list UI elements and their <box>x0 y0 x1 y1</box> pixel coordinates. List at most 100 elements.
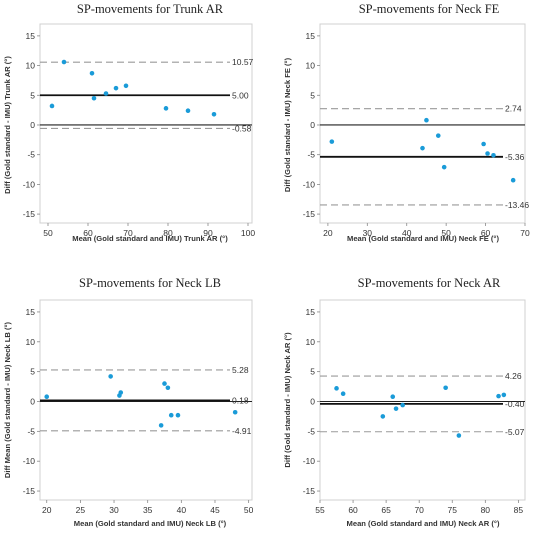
reference-line-label: -4.91 <box>232 426 252 436</box>
data-point <box>175 412 181 418</box>
x-tick-label: 70 <box>123 228 133 238</box>
y-tick-label: 0 <box>30 396 35 406</box>
x-tick-label: 40 <box>177 505 187 515</box>
y-tick-label: 15 <box>26 307 36 317</box>
panel-neck-fe: SP-movements for Neck FE 151050-5-10-152… <box>283 2 530 243</box>
plot-frame <box>319 23 526 224</box>
data-point <box>435 133 441 138</box>
x-tick-label: 30 <box>109 505 119 515</box>
y-tick-label: 5 <box>310 90 315 100</box>
panel-neck-lb: SP-movements for Neck LB 151050-5-10-152… <box>3 276 254 528</box>
data-point <box>334 386 339 391</box>
y-tick-label: -15 <box>23 486 36 496</box>
y-tick-label: 10 <box>306 337 316 347</box>
reference-line-label: -0.40 <box>505 399 525 409</box>
y-tick-label: -10 <box>23 456 36 466</box>
reference-line-label: 0.18 <box>232 395 249 405</box>
y-axis-label: Diff (Gold standard - IMU) Neck AR (°) <box>283 332 292 468</box>
y-axis-label: Diff Mean (Gold standard - IMU) Neck LB … <box>3 321 12 478</box>
data-point <box>185 108 191 114</box>
y-tick-label: -10 <box>23 179 36 189</box>
y-tick-label: 5 <box>30 367 35 377</box>
data-point <box>393 406 399 411</box>
y-axis-label: Diff (Gold standard - IMU) Neck FE (°) <box>283 57 292 192</box>
data-point <box>162 381 167 386</box>
x-tick-label: 60 <box>481 228 491 238</box>
reference-line-label: -0.58 <box>232 123 252 133</box>
panel-title: SP-movements for Neck AR <box>358 276 501 290</box>
data-point <box>118 390 124 395</box>
panel-trunk-ar: SP-movements for Trunk AR 151050-5-10-15… <box>3 2 255 243</box>
y-tick-label: -15 <box>23 209 36 219</box>
data-point <box>400 402 405 408</box>
data-point <box>211 111 217 117</box>
data-point <box>91 95 97 101</box>
x-tick-label: 50 <box>441 228 451 238</box>
data-point <box>481 141 486 147</box>
data-point <box>232 409 238 415</box>
data-point <box>113 85 119 91</box>
x-tick-label: 40 <box>402 228 412 238</box>
data-point <box>380 414 386 419</box>
x-tick-label: 90 <box>203 228 213 238</box>
x-tick-label: 50 <box>244 505 254 515</box>
data-point <box>165 385 171 391</box>
panel-title: SP-movements for Neck FE <box>359 2 500 16</box>
x-tick-label: 85 <box>514 505 524 515</box>
y-tick-label: 0 <box>30 120 35 130</box>
panel-title: SP-movements for Trunk AR <box>77 2 224 16</box>
data-point <box>443 385 448 391</box>
plot-frame <box>319 299 526 501</box>
data-point <box>496 393 501 399</box>
x-tick-label: 60 <box>83 228 93 238</box>
y-tick-label: -5 <box>307 150 315 160</box>
reference-line-label: 5.00 <box>232 90 249 100</box>
y-tick-label: 10 <box>26 337 36 347</box>
data-point <box>108 374 113 379</box>
reference-line-label: 10.57 <box>232 57 254 67</box>
x-tick-label: 80 <box>481 505 491 515</box>
x-axis-label: Mean (Gold standard and IMU) Neck LB (°) <box>74 519 227 528</box>
y-tick-label: -10 <box>303 456 316 466</box>
data-point <box>491 152 496 158</box>
y-tick-label: 15 <box>26 31 36 41</box>
data-point <box>103 91 109 96</box>
x-tick-label: 20 <box>323 228 333 238</box>
x-tick-label: 70 <box>520 228 530 238</box>
data-point <box>163 106 169 111</box>
data-point <box>424 117 429 123</box>
y-axis-label: Diff (Gold standard - IMU) Trunk AR (°) <box>3 56 12 194</box>
data-point <box>49 103 55 109</box>
reference-line-label: -5.36 <box>505 152 525 162</box>
x-axis-label: Mean (Gold standard and IMU) Neck AR (°) <box>347 519 500 528</box>
data-point <box>168 412 174 418</box>
y-tick-label: -15 <box>303 486 316 496</box>
y-tick-label: 15 <box>306 31 316 41</box>
y-tick-label: -5 <box>307 426 315 436</box>
data-point <box>485 151 490 156</box>
y-tick-label: 10 <box>306 61 316 71</box>
y-tick-label: 5 <box>30 90 35 100</box>
x-tick-label: 35 <box>143 505 153 515</box>
plot-area: 15 10 5 0 -5 -10 -15 55 60 65 70 75 80 85 4.26 -0.40 -5.… <box>303 299 526 515</box>
data-point <box>510 177 516 183</box>
data-point <box>158 423 164 428</box>
y-tick-label: 15 <box>306 307 316 317</box>
data-point <box>89 71 95 76</box>
data-point <box>340 391 346 397</box>
data-point <box>420 145 425 151</box>
x-tick-label: 50 <box>43 228 53 238</box>
x-tick-label: 65 <box>381 505 391 515</box>
y-tick-label: -5 <box>27 426 35 436</box>
x-tick-label: 100 <box>241 228 255 238</box>
x-axis-label: Mean (Gold standard and IMU) Neck FE (°) <box>347 234 499 243</box>
data-point <box>61 59 67 65</box>
y-tick-label: 10 <box>26 61 36 71</box>
y-tick-label: -10 <box>303 179 316 189</box>
reference-line-label: -13.46 <box>505 200 529 210</box>
data-point <box>329 139 335 144</box>
y-tick-label: 5 <box>310 367 315 377</box>
x-tick-label: 70 <box>414 505 424 515</box>
